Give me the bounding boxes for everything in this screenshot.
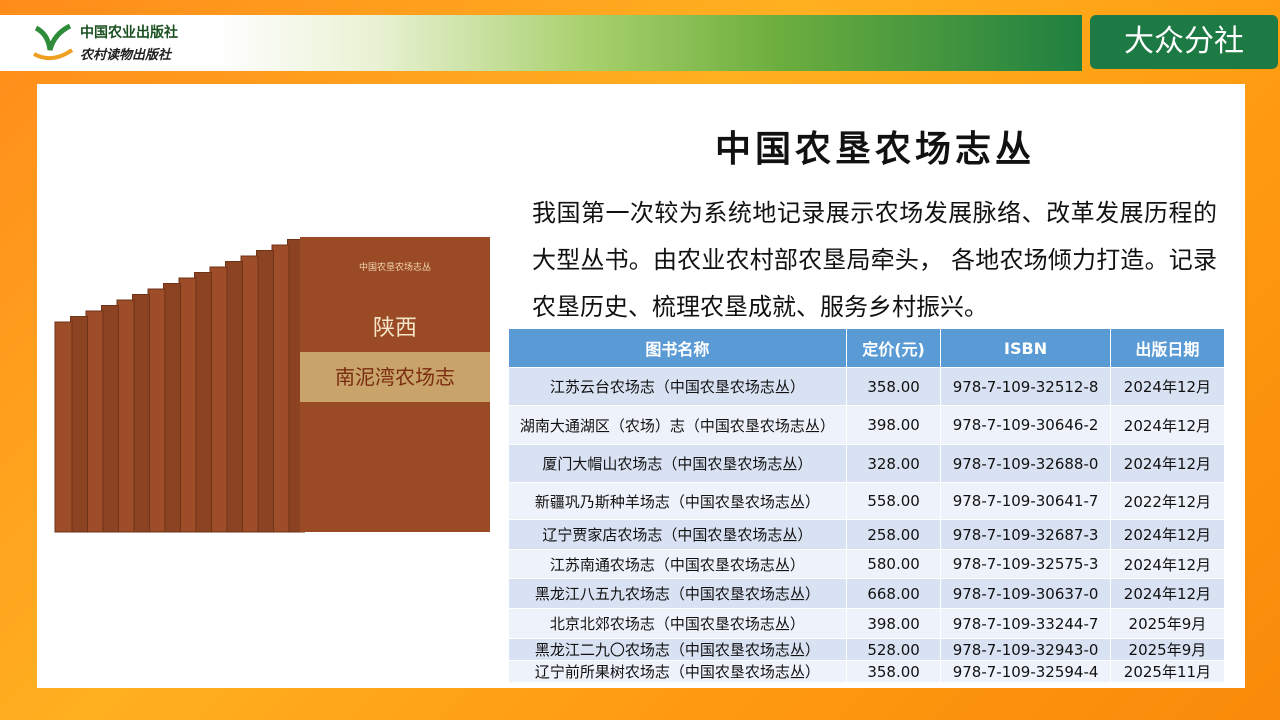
table-row: 辽宁贾家店农场志（中国农垦农场志丛） 258.00 978-7-109-32687-… [508,519,1226,550]
publisher-name: 农村读物出版社 [80,48,172,63]
table-cell: 358.00 [845,660,942,683]
table-cell: 978-7-109-30646-2 [940,405,1111,445]
table-cell: 358.00 [845,367,942,406]
cover-band [300,352,490,402]
book-spine [256,250,274,533]
table-cell: 978-7-109-32943-0 [940,638,1111,661]
table-cell: 978-7-109-30637-0 [940,578,1111,609]
book-spine [54,321,73,533]
book-spine [240,255,259,533]
table-cell: 978-7-109-32688-0 [940,444,1111,483]
header-band [0,15,1082,71]
column-header: 出版日期 [1109,328,1226,368]
book-table: 图书名称 定价(元) ISBN 出版日期 江苏云台农场志（中国农垦农场志丛） 358.00… [508,328,1226,683]
table-cell: 978-7-109-32687-3 [940,519,1111,550]
table-cell: 2024年12月 [1109,405,1226,445]
table-row: 江苏南通农场志（中国农垦农场志丛） 580.00 978-7-109-32575-3… [508,549,1226,579]
table-cell: 668.00 [845,578,942,609]
cover-name: 南泥湾农场志 [335,365,455,389]
book-spine [209,266,228,533]
table-cell: 398.00 [845,405,942,445]
book-spine [163,283,181,533]
table-cell: 2024年12月 [1109,444,1226,483]
table-cell: 厦门大帽山农场志（中国农垦农场志丛） [508,444,847,483]
table-cell: 黑龙江二九〇农场志（中国农垦农场志丛） [508,638,847,661]
table-row: 新疆巩乃斯种羊场志（中国农垦农场志丛） 558.00 978-7-109-30641… [508,482,1226,520]
table-row: 厦门大帽山农场志（中国农垦农场志丛） 328.00 978-7-109-32688-… [508,444,1226,483]
cover-series: 中国农垦农场志丛 [359,261,431,273]
table-cell: 2025年11月 [1109,660,1226,683]
table-cell: 528.00 [845,638,942,661]
column-header: 图书名称 [508,328,847,368]
book-spine [147,288,166,533]
book-spine [194,272,212,533]
book-spine [132,294,150,533]
column-header: ISBN [940,328,1111,368]
table-cell: 2022年12月 [1109,482,1226,520]
table-cell: 湖南大通湖区（农场）志（中国农垦农场志丛） [508,405,847,445]
book-spine [271,244,290,533]
book-spine [85,310,104,533]
table-row: 黑龙江二九〇农场志（中国农垦农场志丛） 528.00 978-7-109-32943… [508,638,1226,661]
table-cell: 978-7-109-32594-4 [940,660,1111,683]
book-spine [101,305,119,533]
book-spine [70,316,88,533]
column-header: 定价(元) [845,328,942,368]
table-cell: 2024年12月 [1109,519,1226,550]
table-row: 北京北郊农场志（中国农垦农场志丛） 398.00 978-7-109-33244-7… [508,608,1226,639]
table-cell: 398.00 [845,608,942,639]
book-spine [116,299,135,533]
logo-icon [33,23,74,61]
table-cell: 580.00 [845,549,942,579]
table-cell: 辽宁前所果树农场志（中国农垦农场志丛） [508,660,847,683]
table-cell: 2025年9月 [1109,608,1226,639]
table-row: 湖南大通湖区（农场）志（中国农垦农场志丛） 398.00 978-7-109-306… [508,405,1226,445]
table-row: 辽宁前所果树农场志（中国农垦农场志丛） 358.00 978-7-109-32594… [508,660,1226,683]
table-cell: 2025年9月 [1109,638,1226,661]
publisher-name: 中国农业出版社 [80,25,178,41]
book-image: 中国农垦农场志丛 陕西 南泥湾农场志 [54,237,490,533]
table-cell: 328.00 [845,444,942,483]
table-cell: 北京北郊农场志（中国农垦农场志丛） [508,608,847,639]
table-cell: 江苏云台农场志（中国农垦农场志丛） [508,367,847,406]
book-spine [225,261,243,533]
table-cell: 558.00 [845,482,942,520]
cover-province: 陕西 [373,316,417,341]
table-cell: 2024年12月 [1109,367,1226,406]
table-cell: 258.00 [845,519,942,550]
table-cell: 978-7-109-32512-8 [940,367,1111,406]
table-cell: 2024年12月 [1109,549,1226,579]
table-cell: 江苏南通农场志（中国农垦农场志丛） [508,549,847,579]
branch-label: 大众分社 [1090,15,1278,69]
table-row: 江苏云台农场志（中国农垦农场志丛） 358.00 978-7-109-32512-8… [508,367,1226,406]
table-cell: 978-7-109-30641-7 [940,482,1111,520]
table-cell: 978-7-109-33244-7 [940,608,1111,639]
table-cell: 辽宁贾家店农场志（中国农垦农场志丛） [508,519,847,550]
description: 我国第一次较为系统地记录展示农场发展脉络、改革发展历程的大型丛书。由农业农村部农… [532,199,1217,321]
table-cell: 978-7-109-32575-3 [940,549,1111,579]
book-spine [178,277,197,533]
table-cell: 黑龙江八五九农场志（中国农垦农场志丛） [508,578,847,609]
table-cell: 新疆巩乃斯种羊场志（中国农垦农场志丛） [508,482,847,520]
table-row: 黑龙江八五九农场志（中国农垦农场志丛） 668.00 978-7-109-30637… [508,578,1226,609]
slide-title: 中国农垦农场志丛 [714,128,1035,170]
table-cell: 2024年12月 [1109,578,1226,609]
